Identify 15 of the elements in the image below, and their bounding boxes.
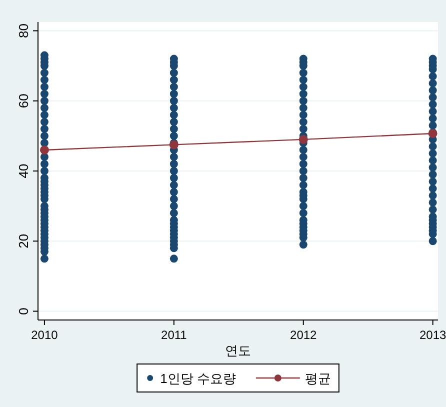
- x-axis-title: 연도: [225, 343, 251, 358]
- x-tick-label: 2011: [161, 328, 188, 342]
- x-tick-label: 2012: [290, 328, 318, 342]
- y-tick-label: 20: [16, 234, 31, 248]
- y-tick-label: 0: [16, 308, 31, 315]
- legend-label: 1인당 수요량: [160, 371, 236, 386]
- point: [298, 134, 308, 144]
- y-tick-label: 80: [16, 24, 31, 38]
- x-tick-label: 2010: [31, 328, 58, 342]
- y-tick-label: 60: [16, 94, 31, 108]
- y-tick-label: 40: [16, 164, 31, 178]
- point: [40, 145, 49, 154]
- x-tick-label: 2013: [419, 328, 446, 342]
- point: [169, 140, 178, 150]
- legend-label: 평균: [304, 371, 331, 386]
